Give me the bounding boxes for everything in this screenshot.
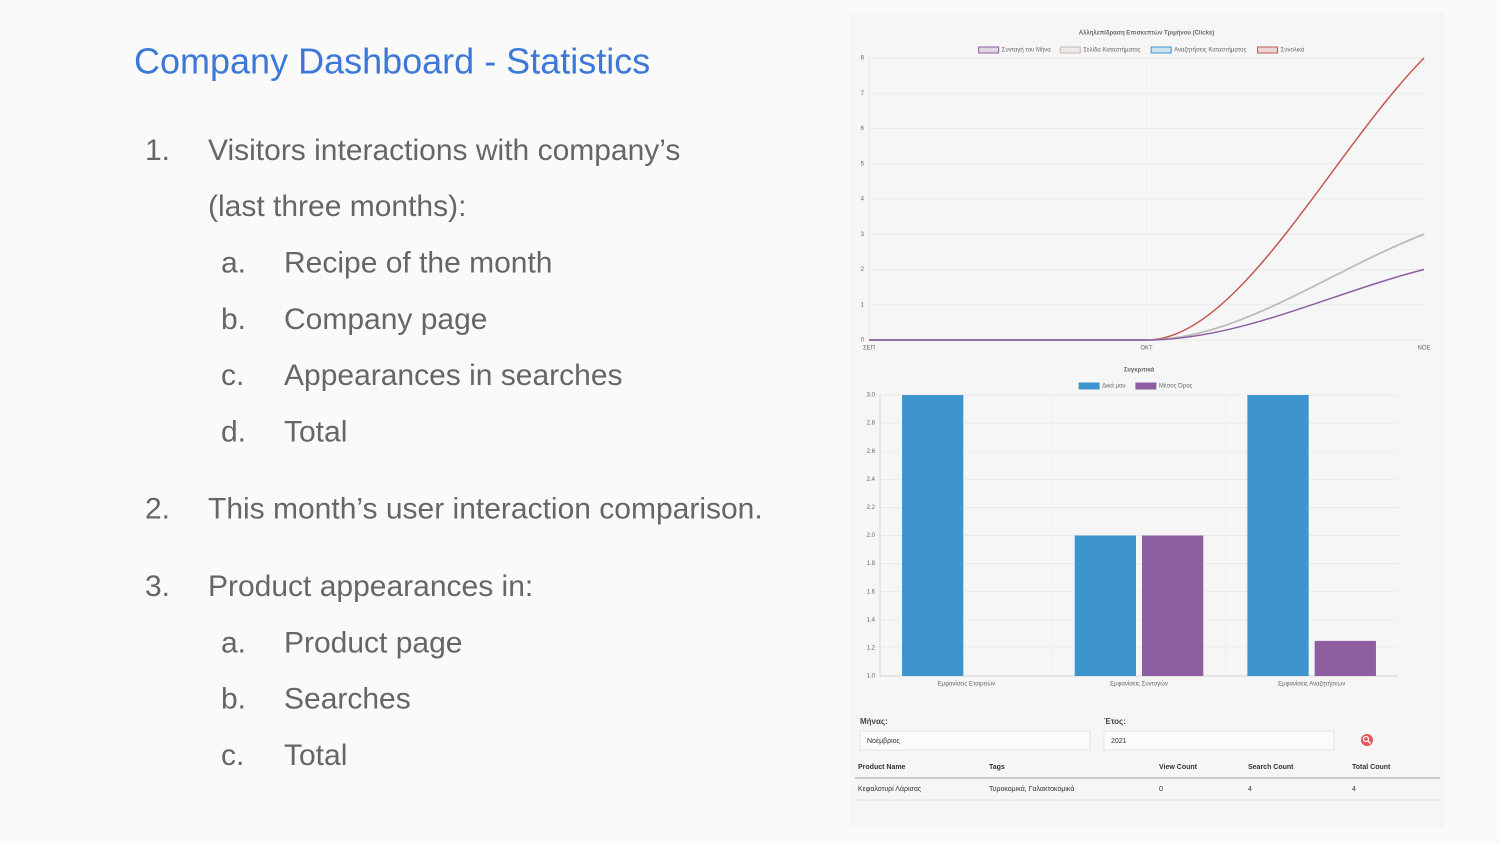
y-tick-label: 2.2 xyxy=(867,505,876,511)
sub-marker: d. xyxy=(221,415,246,448)
legend-label: Αναζητήσεις Καταστήματος xyxy=(1174,47,1246,54)
month-label: Μήνας: xyxy=(860,717,888,726)
month-input[interactable] xyxy=(859,730,1091,751)
sub-item: Product page xyxy=(284,626,462,659)
slide-title: Company Dashboard - Statistics xyxy=(134,41,650,82)
list-item: This month’s user interaction comparison… xyxy=(208,493,763,526)
bar xyxy=(1247,395,1309,676)
chart-title: Συγκριτικά xyxy=(1124,368,1155,374)
y-tick-label: 8 xyxy=(861,56,865,62)
sub-marker: a. xyxy=(221,626,246,659)
y-tick-label: 1 xyxy=(861,302,865,308)
sub-item: Appearances in searches xyxy=(284,359,623,392)
legend-swatch xyxy=(1150,46,1172,54)
y-tick-label: 1.2 xyxy=(867,645,876,651)
table-cell: Τυροκομικά, Γαλακτοκομικά xyxy=(989,785,1074,793)
x-tick-label: ΟΚΤ xyxy=(1140,346,1153,352)
list-marker: 2. xyxy=(145,493,170,526)
x-tick-label: Εμφανίσεις Συνταγών xyxy=(1110,682,1168,688)
month-value: Νοέμβριος xyxy=(867,737,901,745)
y-tick-label: 1.0 xyxy=(867,674,876,680)
table-header: View Count xyxy=(1159,764,1198,771)
legend-swatch xyxy=(1078,382,1100,390)
search-button[interactable] xyxy=(1361,734,1373,746)
y-tick-label: 2.4 xyxy=(867,477,876,483)
y-tick-label: 1.4 xyxy=(867,617,876,623)
table-header: Search Count xyxy=(1248,764,1294,771)
list-item: (last three months): xyxy=(208,190,466,223)
list-item: Visitors interactions with company’s xyxy=(208,134,680,167)
table-cell: Κεφαλοτυρί Λάρισας xyxy=(858,785,922,793)
sub-marker: a. xyxy=(221,247,246,280)
legend-swatch xyxy=(1059,46,1081,54)
y-tick-label: 2.8 xyxy=(867,421,876,427)
sub-marker: b. xyxy=(221,303,246,336)
bar xyxy=(1314,640,1376,676)
y-tick-label: 2.6 xyxy=(867,449,876,455)
legend-swatch xyxy=(978,46,1000,54)
legend-label: Συνταγή του Μήνα xyxy=(1002,47,1052,54)
y-tick-label: 6 xyxy=(861,126,865,132)
x-tick-label: ΣΕΠ xyxy=(863,346,875,352)
y-tick-label: 4 xyxy=(861,197,865,203)
table-header: Tags xyxy=(989,764,1005,771)
y-tick-label: 1.8 xyxy=(867,561,876,567)
x-tick-label: Εμφανίσεις Αναζητήσεων xyxy=(1278,681,1345,688)
y-tick-label: 5 xyxy=(861,161,865,167)
sub-item: Company page xyxy=(284,303,487,336)
list-item: Product appearances in: xyxy=(208,570,533,603)
sub-item: Total xyxy=(284,739,347,772)
table-cell: 0 xyxy=(1159,786,1163,793)
bar xyxy=(1142,535,1204,676)
year-label: Έτος: xyxy=(1104,717,1126,726)
y-tick-label: 0 xyxy=(861,338,865,344)
line-series xyxy=(869,268,1425,341)
table-header: Product Name xyxy=(858,764,906,771)
y-tick-label: 1.6 xyxy=(867,589,876,595)
bar xyxy=(1074,535,1136,676)
table-cell: 4 xyxy=(1352,786,1356,793)
x-tick-label: Εμφανίσεις Εταιρειών xyxy=(938,682,996,688)
y-tick-label: 2 xyxy=(861,267,865,273)
y-tick-label: 3 xyxy=(861,232,865,238)
sub-marker: b. xyxy=(221,683,246,716)
sub-item: Total xyxy=(284,415,347,448)
y-tick-label: 3.0 xyxy=(867,393,876,399)
sub-item: Recipe of the month xyxy=(284,247,553,280)
y-tick-label: 7 xyxy=(861,91,865,97)
legend-label: Δικά μου xyxy=(1102,383,1125,390)
legend-swatch xyxy=(1257,46,1279,54)
legend-swatch xyxy=(1135,382,1157,390)
legend-label: Μέσος Όρος xyxy=(1159,383,1193,390)
y-tick-label: 2.0 xyxy=(867,533,876,539)
year-input[interactable] xyxy=(1103,730,1335,751)
table-cell: 4 xyxy=(1248,786,1252,793)
legend-label: Σελίδα Καταστήματος xyxy=(1083,47,1140,54)
x-tick-label: ΝΟΕ xyxy=(1417,346,1430,352)
sub-item: Searches xyxy=(284,683,411,716)
bar xyxy=(902,395,964,676)
legend-label: Συνολικά xyxy=(1281,47,1305,54)
list-marker: 3. xyxy=(145,570,170,603)
sub-marker: c. xyxy=(221,739,244,772)
chart-title: Αλληλεπίδραση Επισκεπτών Τριμήνου (Click… xyxy=(1079,31,1215,37)
table-header: Total Count xyxy=(1352,764,1391,771)
list-marker: 1. xyxy=(145,134,170,167)
sub-marker: c. xyxy=(221,359,244,392)
year-value: 2021 xyxy=(1111,738,1127,745)
